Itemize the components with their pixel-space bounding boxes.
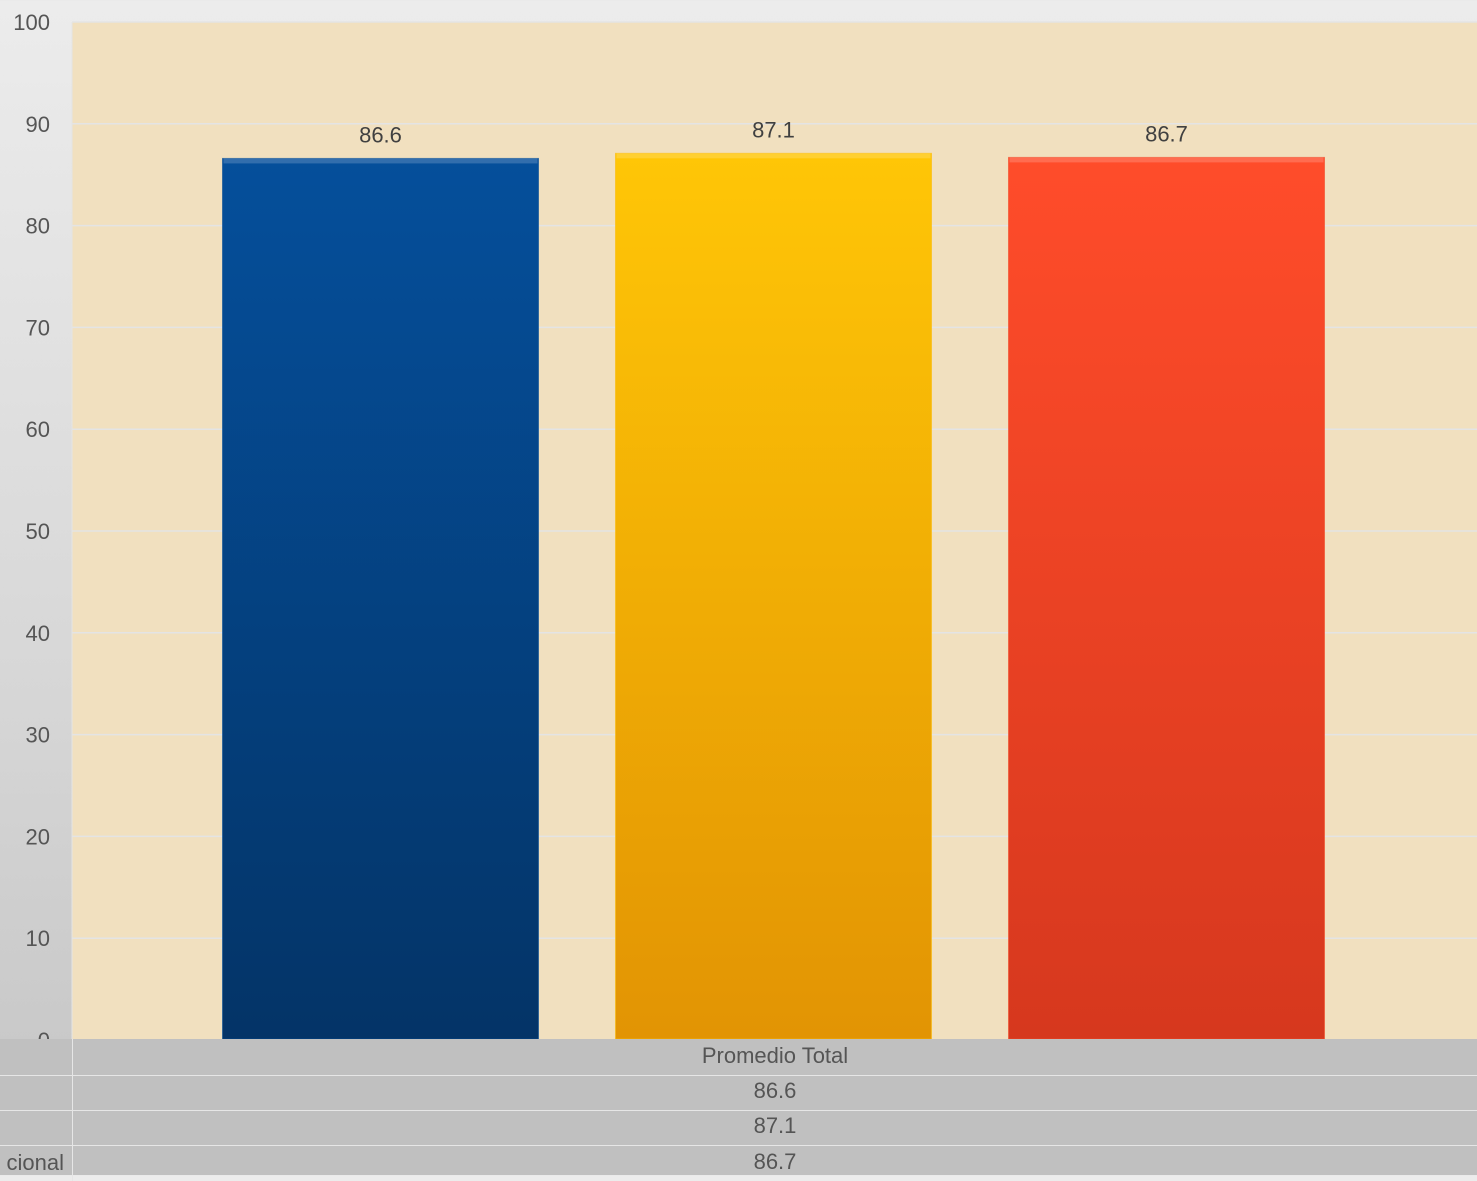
bars bbox=[222, 152, 1325, 1040]
y-tick-label: 10 bbox=[26, 926, 50, 951]
data-table-row: cional 86.7 bbox=[0, 1145, 1477, 1181]
bar-value-label: 87.1 bbox=[752, 117, 795, 142]
bar bbox=[222, 157, 539, 1040]
data-table-row: 87.1 bbox=[0, 1109, 1477, 1146]
y-axis: 0 10 20 30 40 50 60 70 80 90 100 bbox=[13, 10, 73, 1040]
y-tick-label: 30 bbox=[26, 723, 50, 748]
data-table-cell: 86.6 bbox=[72, 1074, 1477, 1110]
y-tick-label: 60 bbox=[26, 417, 50, 442]
data-table-row: 86.6 bbox=[0, 1074, 1477, 1111]
y-tick-label: 70 bbox=[26, 315, 50, 340]
data-table-cell: 86.7 bbox=[72, 1145, 1477, 1181]
y-tick-label: 20 bbox=[26, 824, 50, 849]
bar bbox=[615, 152, 932, 1040]
y-tick-label: 50 bbox=[26, 519, 50, 544]
data-labels: 86.6 87.1 86.7 bbox=[359, 117, 1188, 147]
bar bbox=[1008, 156, 1325, 1040]
bar-chart: 0 10 20 30 40 50 60 70 80 90 100 86.6 87.1 86.7 bbox=[13, 10, 1477, 1040]
bar-value-label: 86.7 bbox=[1145, 121, 1188, 146]
y-tick-label: 90 bbox=[26, 112, 50, 137]
bar-highlight bbox=[223, 158, 538, 164]
data-table-cell: 87.1 bbox=[72, 1109, 1477, 1145]
data-table-row-label: cional bbox=[6, 1150, 64, 1175]
data-table: Promedio Total 86.6 87.1 cional 86.7 bbox=[0, 1039, 1477, 1181]
bar-value-label: 86.6 bbox=[359, 122, 402, 147]
y-tick-label: 40 bbox=[26, 621, 50, 646]
bar-highlight bbox=[616, 153, 931, 159]
bar-highlight bbox=[1009, 157, 1324, 163]
data-table-header: Promedio Total bbox=[72, 1039, 1477, 1075]
y-tick-label: 0 bbox=[38, 1028, 50, 1040]
data-table-header-row: Promedio Total bbox=[0, 1039, 1477, 1076]
data-table-row-label bbox=[0, 1109, 64, 1145]
y-tick-label: 100 bbox=[13, 10, 50, 35]
y-tick-label: 80 bbox=[26, 214, 50, 239]
data-table-row-label bbox=[0, 1074, 64, 1110]
